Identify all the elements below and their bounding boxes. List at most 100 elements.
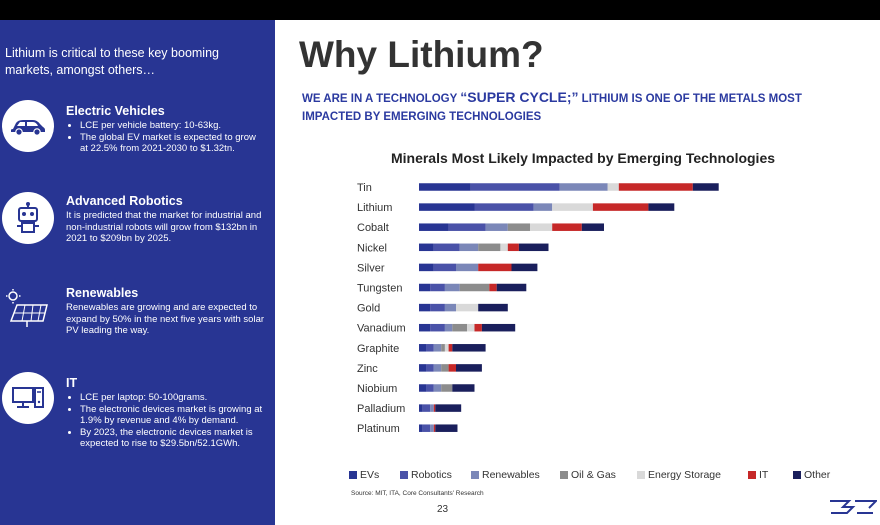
- category-label: Tin: [357, 182, 372, 194]
- bar-segment: [419, 364, 427, 372]
- bar-segment: [452, 344, 486, 352]
- bar-segment: [419, 323, 431, 332]
- category-label: Vanadium: [357, 323, 406, 335]
- bar-segment: [426, 344, 434, 352]
- bar-segment: [459, 243, 479, 252]
- category-label: Palladium: [357, 403, 405, 415]
- category-label: Niobium: [357, 383, 397, 395]
- bar-segment: [419, 183, 471, 191]
- bar-segment: [518, 243, 549, 252]
- bar-segment: [430, 404, 434, 412]
- bar-segment: [433, 263, 456, 272]
- bar-segment: [426, 384, 434, 392]
- bar-segment: [452, 384, 475, 392]
- page-title: Why Lithium?: [299, 34, 544, 75]
- bar-segment: [419, 243, 434, 252]
- bar-segment: [648, 203, 675, 211]
- item-title: Electric Vehicles: [66, 104, 165, 118]
- bar-segment: [474, 203, 534, 211]
- item-body: LCE per laptop: 50-100grams. The electro…: [66, 392, 266, 450]
- legend-label: Renewables: [482, 469, 540, 481]
- bar-segment: [530, 223, 553, 231]
- bar-segment: [433, 404, 436, 412]
- solar-panel-icon: [2, 283, 54, 335]
- category-label: Graphite: [357, 343, 399, 355]
- bullet: LCE per laptop: 50-100grams.: [80, 392, 266, 404]
- bar-segment: [496, 283, 527, 292]
- bar-segment: [441, 384, 453, 392]
- bar-segment: [444, 323, 453, 332]
- bar-segment: [470, 183, 560, 191]
- bar-segment: [448, 344, 453, 352]
- bar-segment: [581, 223, 604, 231]
- bar-segment: [435, 404, 462, 412]
- subtitle-pre: WE ARE IN A TECHNOLOGY: [302, 93, 461, 105]
- page-number: 23: [437, 504, 449, 515]
- category-label: Cobalt: [357, 222, 389, 234]
- bar-segment: [459, 283, 490, 292]
- bar-segment: [692, 183, 719, 191]
- legend-label: Energy Storage: [648, 469, 721, 481]
- bar-segment: [452, 323, 468, 332]
- bar-segment: [435, 424, 458, 432]
- bar-segment: [433, 364, 442, 372]
- bullet: The global EV market is expected to grow…: [80, 132, 266, 155]
- bar-segment: [481, 323, 516, 332]
- bar-segment: [478, 243, 501, 252]
- bar-segment: [485, 223, 508, 231]
- bar-segment: [607, 183, 619, 191]
- bar-segment: [533, 203, 553, 211]
- bar-segment: [419, 404, 423, 412]
- legend-swatch: [748, 471, 756, 479]
- bar-segment: [467, 323, 475, 332]
- legend-swatch: [400, 471, 408, 479]
- bar-segment: [441, 344, 445, 352]
- legend-label: IT: [759, 469, 769, 481]
- bar-segment: [419, 223, 449, 231]
- bar-segment: [552, 223, 582, 231]
- bar-segment: [419, 424, 423, 432]
- subtitle-emphasis: “SUPER CYCLE;”: [460, 89, 579, 105]
- bar-segment: [444, 344, 449, 352]
- bar-segment: [430, 323, 445, 332]
- bar-segment: [430, 303, 445, 312]
- bar-segment: [419, 344, 427, 352]
- bar-segment: [500, 243, 508, 252]
- bar-segment: [507, 223, 530, 231]
- bar-segment: [433, 243, 460, 252]
- bar-segment: [433, 384, 442, 392]
- company-logo-icon: [830, 500, 877, 514]
- bar-segment: [478, 263, 512, 272]
- category-label: Tungsten: [357, 283, 402, 295]
- bar-segment: [552, 203, 593, 211]
- bar-segment: [419, 283, 431, 292]
- bar-segment: [448, 364, 456, 372]
- item-body: LCE per vehicle battery: 10-63kg. The gl…: [66, 120, 266, 155]
- source-note: Source: MIT, ITA, Core Consultants' Rese…: [351, 490, 484, 497]
- bar-segment: [422, 404, 431, 412]
- bar-segment: [433, 424, 436, 432]
- bar-segment: [419, 263, 434, 272]
- bar-segment: [592, 203, 649, 211]
- bar-segment: [419, 203, 475, 211]
- car-icon: [2, 100, 54, 152]
- bar-segment: [426, 364, 434, 372]
- item-body: Renewables are growing and are expected …: [66, 302, 265, 336]
- bar-segment: [559, 183, 608, 191]
- bar-segment: [430, 283, 445, 292]
- bar-segment: [419, 303, 431, 312]
- bar-segment: [456, 364, 482, 372]
- bar-segment: [474, 323, 482, 332]
- bar-segment: [419, 384, 427, 392]
- subtitle-post: LITHIUM IS ONE OF THE METALS MOST IMPACT…: [302, 93, 802, 123]
- legend-swatch: [793, 471, 801, 479]
- sidebar: Lithium is critical to these key booming…: [0, 20, 275, 525]
- bar-segment: [456, 263, 479, 272]
- chart-title: Minerals Most Likely Impacted by Emergin…: [391, 150, 775, 166]
- legend-label: Other: [804, 469, 831, 481]
- bar-segment: [444, 283, 460, 292]
- bar-segment: [489, 283, 497, 292]
- bar-segment: [507, 243, 519, 252]
- sidebar-intro: Lithium is critical to these key booming…: [5, 46, 219, 77]
- category-label: Silver: [357, 262, 385, 274]
